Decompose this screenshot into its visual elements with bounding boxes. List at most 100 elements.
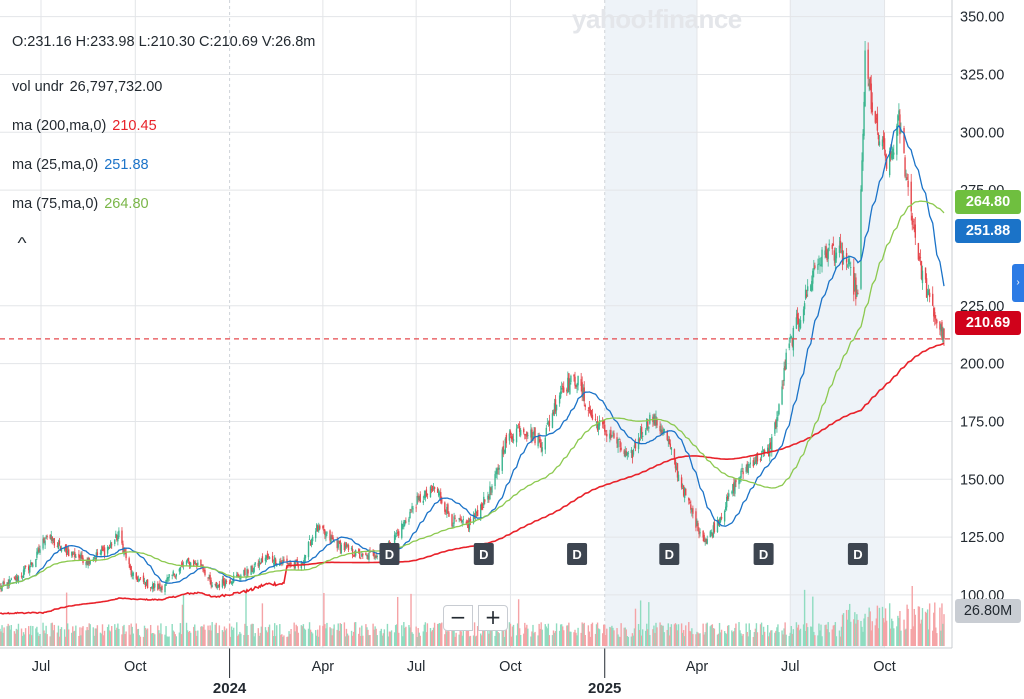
candle-body xyxy=(228,582,231,584)
ma75-label: ma (75,ma,0) xyxy=(12,196,99,212)
candle-body xyxy=(494,474,496,487)
volume-bar xyxy=(374,626,376,646)
candle-body xyxy=(129,564,131,569)
candle-body xyxy=(481,503,483,510)
side-panel-toggle-chevron-icon[interactable]: › xyxy=(1012,264,1024,302)
volume-bar xyxy=(761,634,764,646)
volume-bar xyxy=(942,623,944,646)
volume-bar xyxy=(798,630,801,646)
candle-body xyxy=(217,584,220,587)
candle-body xyxy=(560,387,563,390)
volume-bar xyxy=(508,622,511,646)
candle-body xyxy=(403,521,405,528)
candle-body xyxy=(489,486,491,500)
candle-body xyxy=(78,553,80,558)
candle-body xyxy=(311,536,314,542)
candle-body xyxy=(149,587,152,589)
candle-body xyxy=(260,558,263,564)
volume-bar xyxy=(842,613,845,646)
candle-body xyxy=(103,547,106,556)
volume-bar xyxy=(362,635,364,646)
candle-body xyxy=(625,451,627,456)
volume-bar xyxy=(430,631,433,646)
candle-body xyxy=(943,328,945,339)
volume-bar xyxy=(512,624,515,646)
collapse-legend-chevron-icon[interactable]: ^ xyxy=(17,235,27,252)
candle-body xyxy=(498,467,500,470)
volume-bar xyxy=(459,622,461,646)
volume-bar xyxy=(258,635,261,646)
volume-bar xyxy=(437,623,440,646)
volume-bar xyxy=(418,632,420,646)
volume-bar xyxy=(123,624,125,646)
candle-body xyxy=(35,559,37,567)
volume-bar xyxy=(289,634,291,646)
candle-body xyxy=(876,113,879,131)
volume-bar xyxy=(136,629,139,646)
volume-bar xyxy=(591,622,594,646)
volume-bar xyxy=(732,632,734,646)
candle-body xyxy=(884,154,887,158)
volume-bar xyxy=(196,635,198,646)
candle-body xyxy=(546,423,549,425)
volume-bar xyxy=(319,625,321,646)
volume-bar xyxy=(330,628,332,646)
volume-bar xyxy=(45,625,47,646)
volume-bar xyxy=(855,623,857,646)
zoom-in-button[interactable]: + xyxy=(478,605,508,631)
candle-body xyxy=(795,317,798,329)
volume-bar xyxy=(58,636,61,646)
volume-bar xyxy=(293,622,295,646)
volume-bar xyxy=(411,632,413,646)
volume-bar xyxy=(264,627,267,646)
zoom-out-button[interactable]: − xyxy=(443,605,473,631)
candle-body xyxy=(86,559,88,564)
volume-bar xyxy=(336,629,338,646)
volume-bar xyxy=(654,632,656,646)
volume-bar xyxy=(51,622,53,646)
volume-bar xyxy=(670,624,673,646)
candle-body xyxy=(347,545,350,550)
candle-body xyxy=(881,139,884,147)
volume-bar xyxy=(1,625,3,646)
volume-bar xyxy=(724,633,727,646)
volume-bar xyxy=(637,623,640,646)
candle-body xyxy=(39,549,41,553)
candle-body xyxy=(418,496,420,500)
volume-bar xyxy=(337,623,339,646)
volume-bar xyxy=(74,630,76,646)
volume-bar xyxy=(649,635,651,646)
volume-bar xyxy=(505,624,508,646)
candle-body xyxy=(239,577,241,579)
candle-body xyxy=(555,404,558,411)
volume-bar xyxy=(431,630,434,646)
volume-bar xyxy=(469,635,472,646)
candle-body xyxy=(813,267,815,271)
candle-body xyxy=(411,506,413,509)
volume-bar xyxy=(935,627,937,646)
candle-body xyxy=(924,267,927,280)
candle-body xyxy=(767,447,769,454)
volume-bar xyxy=(482,626,484,646)
volume-bar xyxy=(648,602,650,646)
volume-bar xyxy=(840,626,843,646)
volume-bar xyxy=(877,628,880,646)
volume-bar xyxy=(100,633,103,646)
volume-bar xyxy=(369,635,371,646)
candle-body xyxy=(58,540,61,545)
candle-body xyxy=(759,458,762,461)
volume-bar xyxy=(778,632,780,646)
candle-body xyxy=(776,417,778,428)
candle-body xyxy=(933,308,935,317)
volume-bar xyxy=(906,604,908,646)
volume-bar xyxy=(883,622,886,646)
candle-body xyxy=(52,539,54,541)
volume-bar xyxy=(611,625,613,646)
candle-body xyxy=(748,464,750,466)
volume-bar xyxy=(587,625,590,646)
ma200-label: ma (200,ma,0) xyxy=(12,118,107,134)
candle-body xyxy=(790,336,792,338)
volume-bar xyxy=(71,632,73,646)
volume-bar xyxy=(223,626,226,646)
